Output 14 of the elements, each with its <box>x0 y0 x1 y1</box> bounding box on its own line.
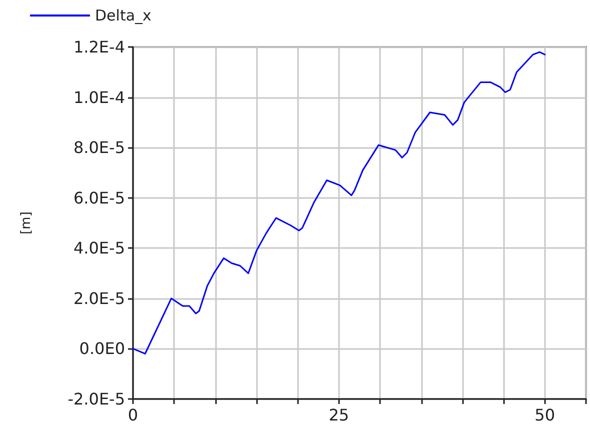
x-tick-label: 50 <box>534 406 555 424</box>
y-tick-label: 6.0E-5 <box>73 188 125 208</box>
y-tick-label: 1.2E-4 <box>73 38 125 56</box>
y-tick-label: -2.0E-5 <box>68 390 125 408</box>
y-axis-title: [m] <box>19 212 34 234</box>
line-series <box>132 51 546 354</box>
legend-label: Delta_x <box>95 6 152 24</box>
y-tick-label: 8.0E-5 <box>73 138 125 158</box>
y-tick-label: 4.0E-5 <box>73 238 125 258</box>
y-tick-label: 2.0E-5 <box>73 288 125 308</box>
x-tick-label: 25 <box>328 406 350 424</box>
y-tick-label: 1.0E-4 <box>73 88 125 107</box>
x-tick-label: 0 <box>128 406 138 424</box>
y-tick-label: 0.0E0 <box>79 339 125 358</box>
